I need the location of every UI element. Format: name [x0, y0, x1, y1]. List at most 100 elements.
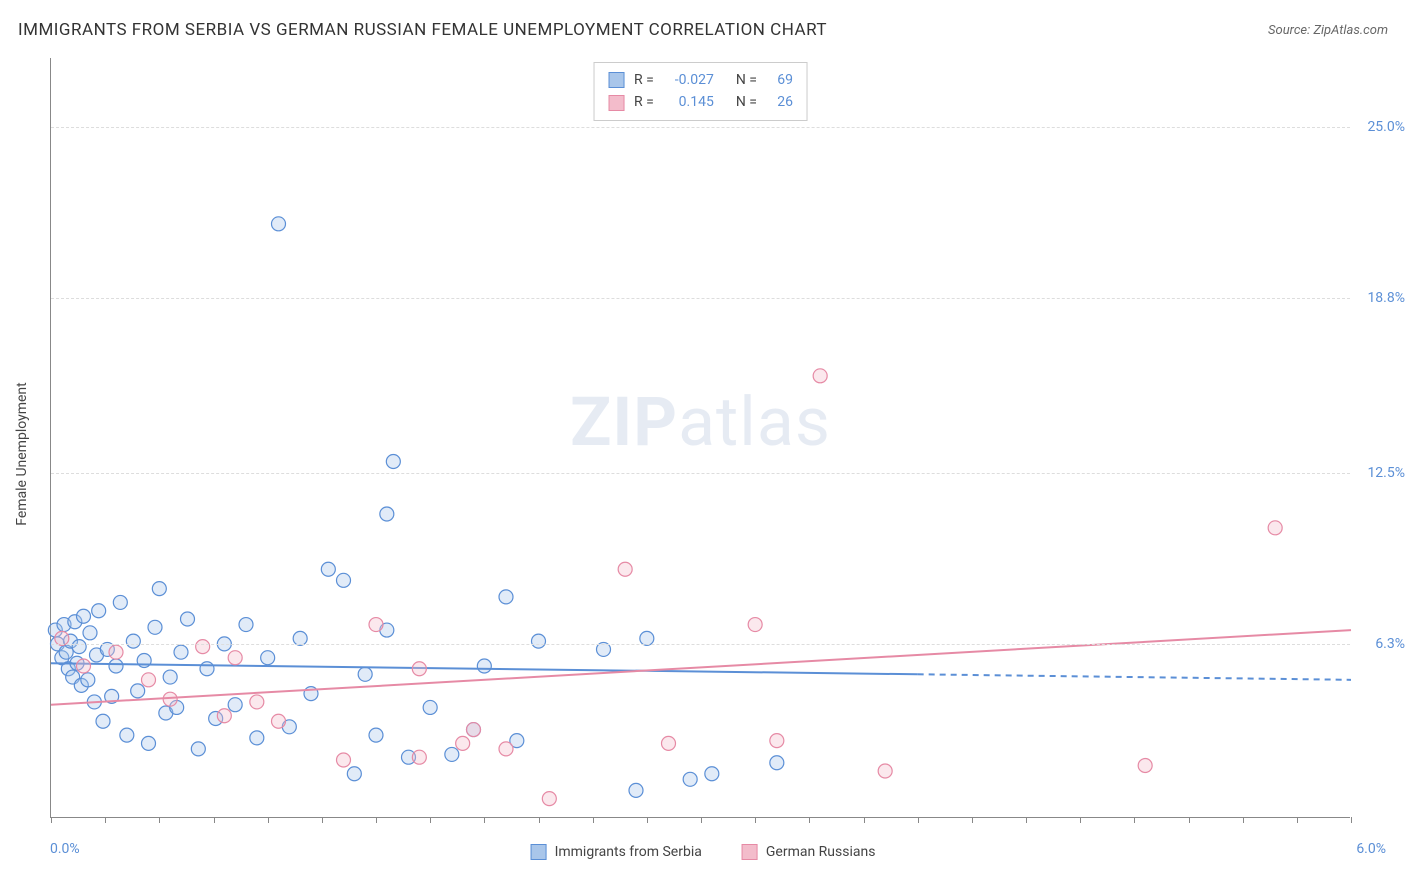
data-point [542, 792, 556, 806]
trend-line-dashed [918, 674, 1351, 680]
data-point [181, 612, 195, 626]
data-point [467, 723, 481, 737]
data-point [748, 618, 762, 632]
legend-label: German Russians [766, 844, 876, 860]
data-point [96, 714, 110, 728]
data-point [813, 369, 827, 383]
x-tick [864, 817, 865, 823]
x-tick [1134, 817, 1135, 823]
data-point [412, 750, 426, 764]
x-tick [701, 817, 702, 823]
data-point [337, 573, 351, 587]
data-point [120, 728, 134, 742]
data-point [499, 742, 513, 756]
data-point [358, 667, 372, 681]
x-tick [268, 817, 269, 823]
data-point [369, 728, 383, 742]
data-point [126, 634, 140, 648]
grid-line [51, 298, 1350, 299]
data-point [77, 659, 91, 673]
x-tick [755, 817, 756, 823]
y-tick-label: 6.3% [1355, 636, 1405, 652]
x-tick [376, 817, 377, 823]
x-tick [1189, 817, 1190, 823]
legend-item: Immigrants from Serbia [531, 844, 702, 860]
data-point [770, 734, 784, 748]
y-tick-label: 25.0% [1355, 119, 1405, 135]
grid-line [51, 473, 1350, 474]
data-point [250, 731, 264, 745]
data-point [191, 742, 205, 756]
grid-line [51, 127, 1350, 128]
x-axis-max-label: 6.0% [1356, 841, 1386, 857]
data-point [456, 736, 470, 750]
data-point [337, 753, 351, 767]
data-point [423, 700, 437, 714]
data-point [272, 217, 286, 231]
x-tick [484, 817, 485, 823]
y-tick-label: 12.5% [1355, 465, 1405, 481]
x-tick [105, 817, 106, 823]
x-axis-min-label: 0.0% [50, 841, 80, 857]
x-tick [1243, 817, 1244, 823]
x-tick [214, 817, 215, 823]
chart-title: IMMIGRANTS FROM SERBIA VS GERMAN RUSSIAN… [18, 20, 827, 40]
bottom-legend: Immigrants from Serbia German Russians [531, 844, 876, 860]
data-point [347, 767, 361, 781]
x-tick [1351, 817, 1352, 823]
legend-item: German Russians [742, 844, 876, 860]
data-point [250, 695, 264, 709]
data-point [629, 783, 643, 797]
plot-area: ZIPatlas R = -0.027N = 69R = 0.145N = 26… [50, 58, 1350, 818]
data-point [878, 764, 892, 778]
data-point [683, 772, 697, 786]
data-point [83, 626, 97, 640]
x-tick [1297, 817, 1298, 823]
x-tick [647, 817, 648, 823]
data-point [380, 507, 394, 521]
data-point [142, 673, 156, 687]
trend-line [51, 630, 1351, 705]
data-point [92, 604, 106, 618]
data-point [148, 620, 162, 634]
data-point [321, 562, 335, 576]
data-point [532, 634, 546, 648]
data-point [152, 582, 166, 596]
x-tick [593, 817, 594, 823]
y-tick-label: 18.8% [1355, 290, 1405, 306]
data-point [174, 645, 188, 659]
data-point [77, 609, 91, 623]
data-point [662, 736, 676, 750]
data-point [1268, 521, 1282, 535]
grid-line [51, 644, 1350, 645]
data-point [200, 662, 214, 676]
x-tick [1080, 817, 1081, 823]
data-point [163, 670, 177, 684]
data-point [72, 640, 86, 654]
y-axis-title: Female Unemployment [14, 382, 30, 526]
x-tick [1026, 817, 1027, 823]
legend-swatch [742, 844, 758, 860]
x-tick [430, 817, 431, 823]
data-point [228, 698, 242, 712]
data-point [445, 747, 459, 761]
x-tick [539, 817, 540, 823]
legend-label: Immigrants from Serbia [555, 844, 702, 860]
data-point [477, 659, 491, 673]
source-credit: Source: ZipAtlas.com [1268, 23, 1388, 38]
data-point [131, 684, 145, 698]
x-tick [972, 817, 973, 823]
data-point [228, 651, 242, 665]
data-point [1138, 758, 1152, 772]
x-tick [918, 817, 919, 823]
data-point [196, 640, 210, 654]
x-tick [51, 817, 52, 823]
x-tick [159, 817, 160, 823]
data-point [618, 562, 632, 576]
data-point [261, 651, 275, 665]
data-point [113, 595, 127, 609]
data-point [142, 736, 156, 750]
data-point [272, 714, 286, 728]
data-point [499, 590, 513, 604]
data-point [770, 756, 784, 770]
